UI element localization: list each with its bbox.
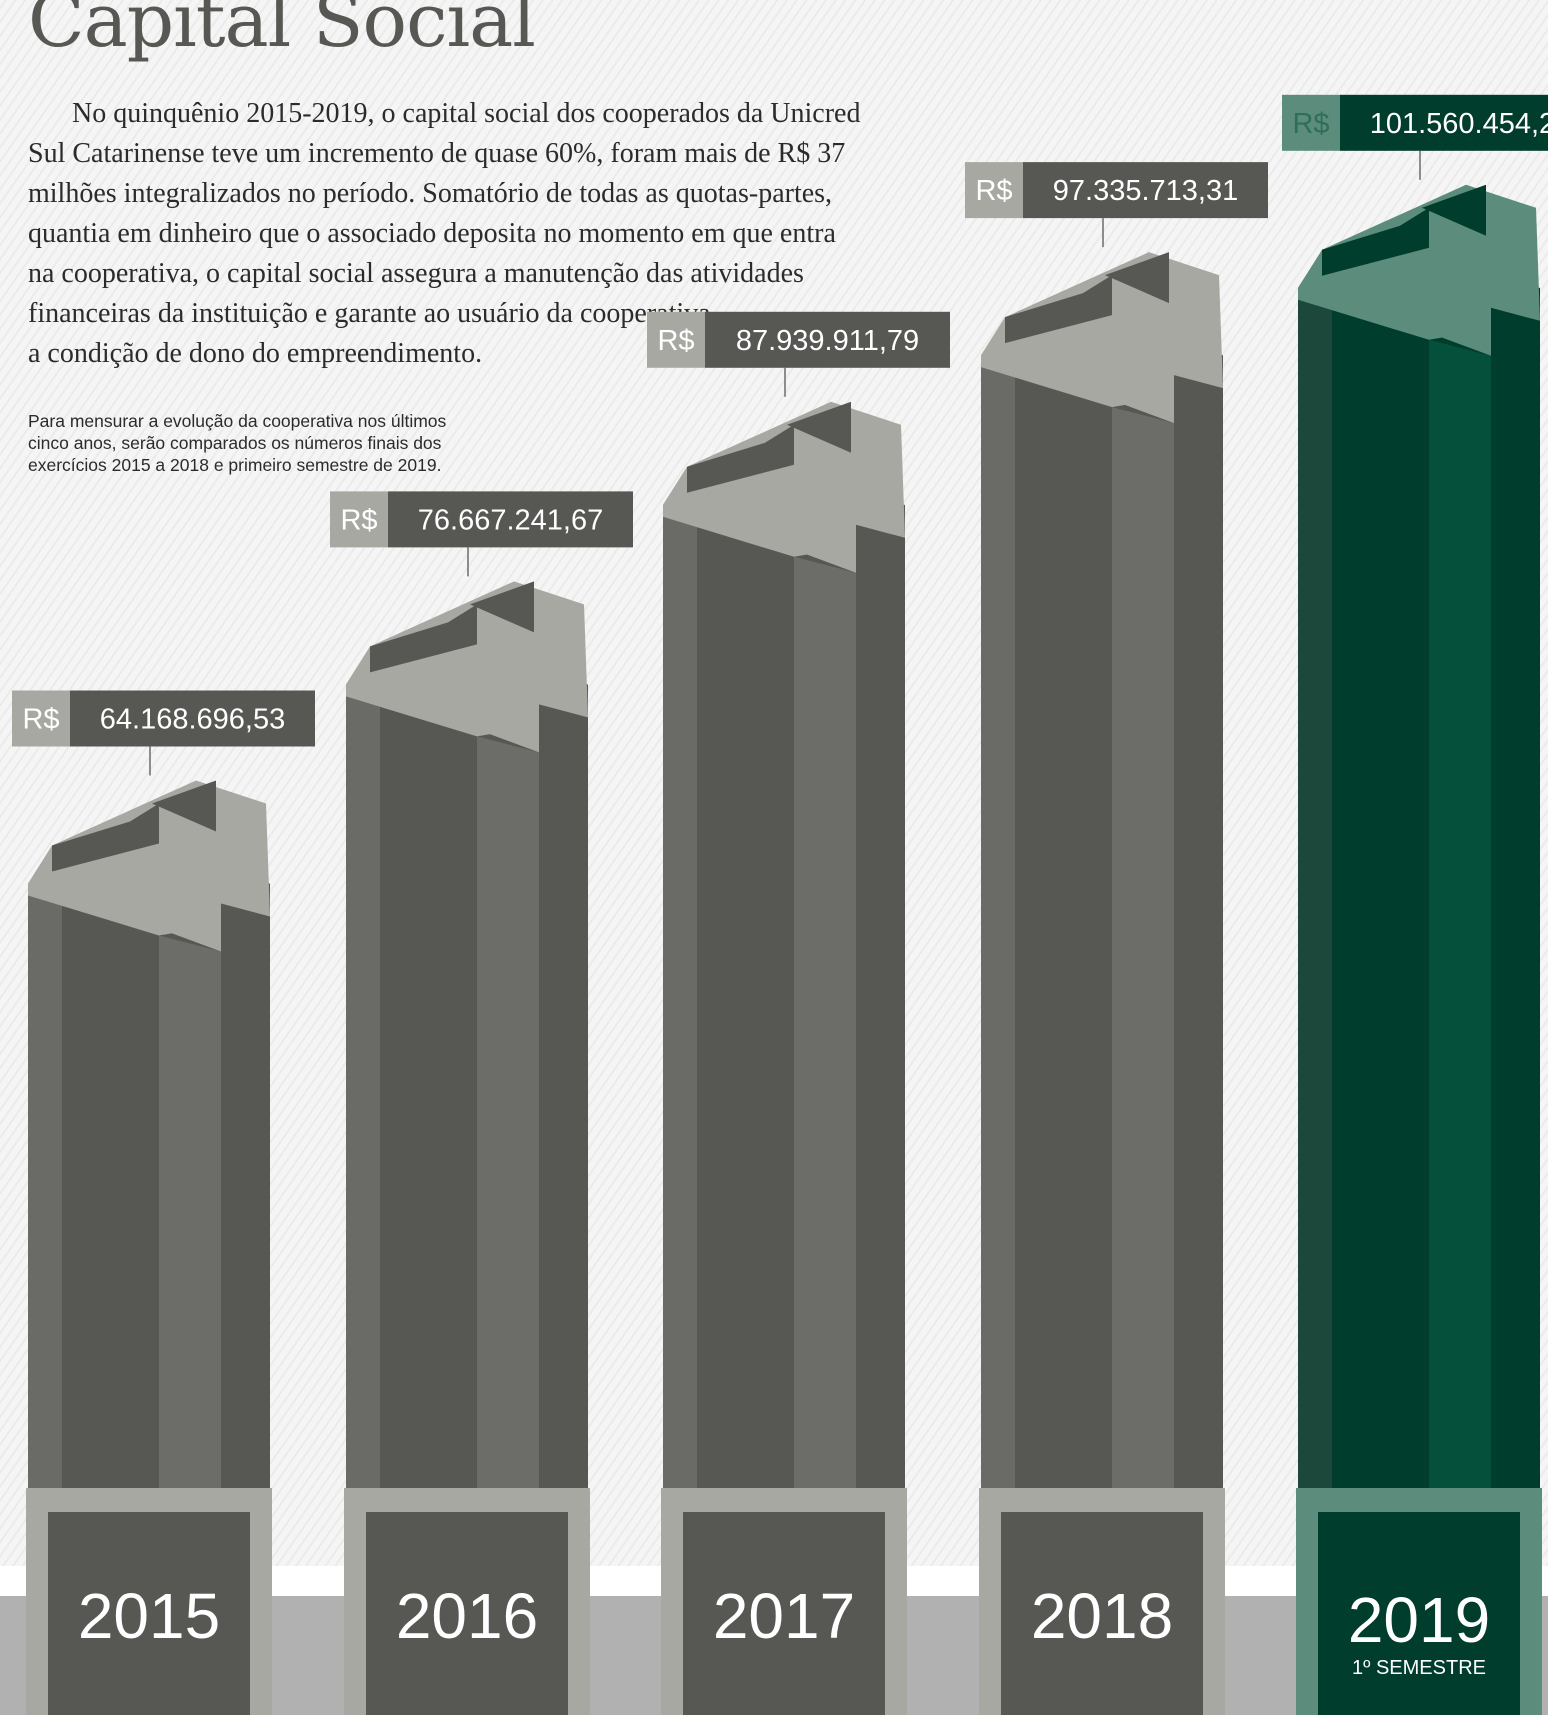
bar-cap-fold bbox=[477, 681, 539, 753]
bar-2017: 2017 R$ 87.939.911,79 bbox=[647, 311, 950, 1715]
value-label: 87.939.911,79 bbox=[736, 325, 919, 357]
bar-2015: 2015 R$ 64.168.696,53 bbox=[12, 690, 315, 1715]
bar-cap-notch bbox=[787, 401, 851, 453]
bar-strip bbox=[794, 556, 856, 1488]
intro-text: No quinquênio 2015-2019, o capital socia… bbox=[28, 94, 938, 374]
bar-body bbox=[346, 684, 588, 1490]
value-badge bbox=[1023, 162, 1268, 219]
bar-cap-notch bbox=[470, 581, 534, 633]
currency-label: R$ bbox=[1292, 108, 1329, 140]
value-badge bbox=[1340, 94, 1548, 151]
category-label: 2017 bbox=[713, 1580, 855, 1652]
bar-pedestal-inner bbox=[1318, 1512, 1520, 1715]
value-label: 97.335.713,31 bbox=[1053, 175, 1238, 207]
bar-body bbox=[981, 355, 1223, 1490]
currency-badge bbox=[647, 311, 705, 368]
bar-cap-side bbox=[221, 903, 270, 952]
bar-bevel bbox=[663, 504, 697, 1488]
currency-badge bbox=[330, 491, 388, 548]
bar-cap-fold bbox=[794, 501, 856, 573]
bar-pedestal-inner bbox=[366, 1512, 568, 1715]
bar-cap-side bbox=[539, 704, 588, 753]
bar-cap-notch bbox=[1422, 184, 1486, 236]
note-line: Para mensurar a evolução da cooperativa … bbox=[28, 411, 447, 431]
value-badge bbox=[70, 690, 315, 747]
bar-cap-notch bbox=[52, 803, 159, 872]
bar-pedestal-inner bbox=[683, 1512, 885, 1715]
bar-strip bbox=[159, 935, 221, 1488]
bar-bevel bbox=[1298, 287, 1332, 1488]
currency-badge bbox=[1282, 94, 1340, 151]
bar-cap-notch bbox=[370, 604, 477, 673]
intro-line: financeiras da instituição e garante ao … bbox=[28, 298, 711, 329]
value-badge bbox=[705, 311, 950, 368]
category-label: 2016 bbox=[396, 1580, 538, 1652]
bar-2016: 2016 R$ 76.667.241,67 bbox=[330, 491, 633, 1715]
value-label: 101.560.454,21 bbox=[1370, 108, 1548, 140]
bar-cap-notch bbox=[1105, 252, 1169, 304]
bar-strip bbox=[477, 736, 539, 1488]
intro-line: milhões integralizados no período. Somat… bbox=[28, 178, 833, 209]
currency-label: R$ bbox=[657, 325, 694, 357]
bar-bevel bbox=[981, 355, 1015, 1488]
bar-cap-fold bbox=[159, 880, 221, 952]
bar-pedestal-inner bbox=[1001, 1512, 1203, 1715]
category-label: 2018 bbox=[1031, 1580, 1173, 1652]
note-line: cinco anos, serão comparados os números … bbox=[28, 433, 442, 453]
methodology-note: Para mensurar a evolução da cooperativa … bbox=[28, 410, 528, 476]
bar-bevel bbox=[346, 684, 380, 1488]
bar-cap-notch bbox=[1322, 207, 1429, 276]
bar-cap-notch bbox=[1005, 275, 1112, 344]
intro-line: a condição de dono do empreendimento. bbox=[28, 338, 483, 369]
category-label: 2019 bbox=[1348, 1584, 1490, 1656]
value-label: 64.168.696,53 bbox=[100, 703, 285, 735]
bar-cap-notch bbox=[152, 780, 216, 832]
bar-body bbox=[28, 883, 270, 1490]
value-badge bbox=[388, 491, 633, 548]
bar-strip bbox=[1112, 407, 1174, 1488]
value-label: 76.667.241,67 bbox=[418, 504, 603, 536]
bar-body bbox=[663, 504, 905, 1490]
bar-pedestal-inner bbox=[48, 1512, 250, 1715]
currency-badge bbox=[965, 162, 1023, 219]
bar-strip bbox=[1429, 339, 1491, 1488]
bar-cap-fold bbox=[1112, 352, 1174, 424]
page-title: Capital Social bbox=[28, 0, 536, 64]
bar-body bbox=[1298, 287, 1540, 1490]
intro-line: No quinquênio 2015-2019, o capital socia… bbox=[72, 98, 861, 129]
currency-label: R$ bbox=[975, 175, 1012, 207]
currency-label: R$ bbox=[22, 703, 59, 735]
bar-cap-side bbox=[856, 524, 905, 573]
bar-cap-side bbox=[1491, 307, 1540, 356]
bar-cap-fold bbox=[1429, 284, 1491, 356]
intro-line: na cooperativa, o capital social assegur… bbox=[28, 258, 804, 289]
currency-label: R$ bbox=[340, 504, 377, 536]
category-sublabel: 1º SEMESTRE bbox=[1352, 1657, 1486, 1679]
bar-bevel bbox=[28, 883, 62, 1488]
bar-2018: 2018 R$ 97.335.713,31 bbox=[965, 162, 1268, 1715]
intro-line: Sul Catarinense teve um incremento de qu… bbox=[28, 138, 846, 169]
bar-cap-notch bbox=[687, 424, 794, 493]
intro-line: quantia em dinheiro que o associado depo… bbox=[28, 218, 836, 249]
category-label: 2015 bbox=[78, 1580, 220, 1652]
note-line: exercícios 2015 a 2018 e primeiro semest… bbox=[28, 455, 442, 475]
bar-cap-side bbox=[1174, 375, 1223, 424]
currency-badge bbox=[12, 690, 70, 747]
